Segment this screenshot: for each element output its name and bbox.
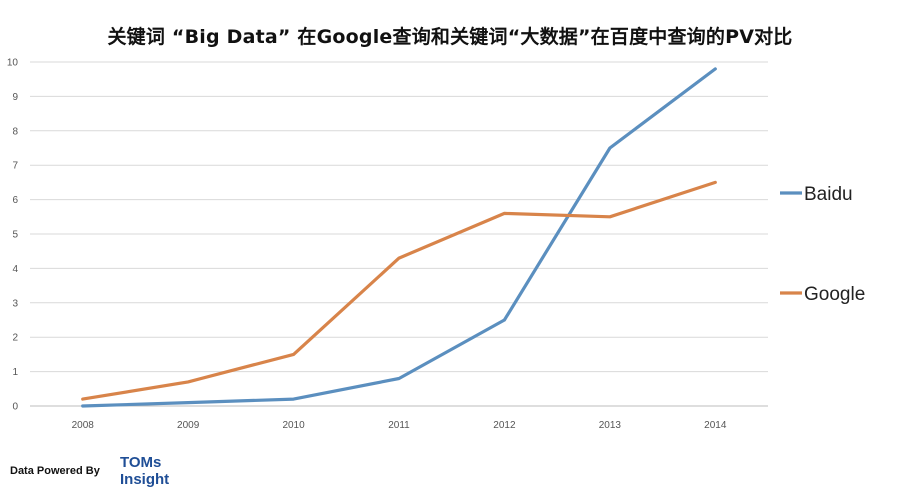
legend: Baidu Google — [780, 184, 865, 305]
y-tick-label: 7 — [12, 161, 18, 172]
series-line-google — [81, 180, 717, 401]
x-tick-label: 2013 — [599, 420, 622, 431]
y-axis-ticks: 0 1 2 3 4 5 6 7 8 9 10 — [7, 58, 19, 413]
legend-label-google: Google — [804, 284, 865, 305]
legend-label-baidu: Baidu — [804, 184, 853, 205]
y-tick-label: 0 — [12, 402, 18, 413]
y-tick-label: 8 — [12, 126, 18, 137]
y-tick-label: 5 — [12, 230, 18, 241]
series-line-baidu — [81, 67, 717, 408]
x-axis-ticks: 2008 2009 2010 2011 2012 2013 2014 — [72, 420, 727, 431]
x-tick-label: 2009 — [177, 420, 200, 431]
x-tick-label: 2010 — [282, 420, 305, 431]
y-tick-label: 4 — [12, 264, 18, 275]
x-tick-label: 2012 — [493, 420, 516, 431]
x-tick-label: 2014 — [704, 420, 727, 431]
brand-line-1: TOMs — [120, 454, 162, 471]
brand-line-2: Insight — [120, 471, 170, 488]
grid-lines — [30, 61, 768, 407]
chart-title: 关键词 “Big Data” 在Google查询和关键词“大数据”在百度中查询的… — [107, 26, 793, 48]
y-tick-label: 2 — [12, 333, 18, 344]
y-tick-label: 10 — [7, 58, 19, 69]
brand-logo-text: TOMs Insight — [120, 454, 169, 488]
series-lines — [81, 67, 717, 408]
y-tick-label: 9 — [12, 92, 18, 103]
y-tick-label: 6 — [12, 195, 18, 206]
x-tick-label: 2008 — [72, 420, 95, 431]
y-tick-label: 1 — [12, 367, 18, 378]
y-tick-label: 3 — [12, 298, 18, 309]
x-tick-label: 2011 — [388, 420, 410, 431]
data-powered-by-label: Data Powered By — [10, 465, 100, 477]
